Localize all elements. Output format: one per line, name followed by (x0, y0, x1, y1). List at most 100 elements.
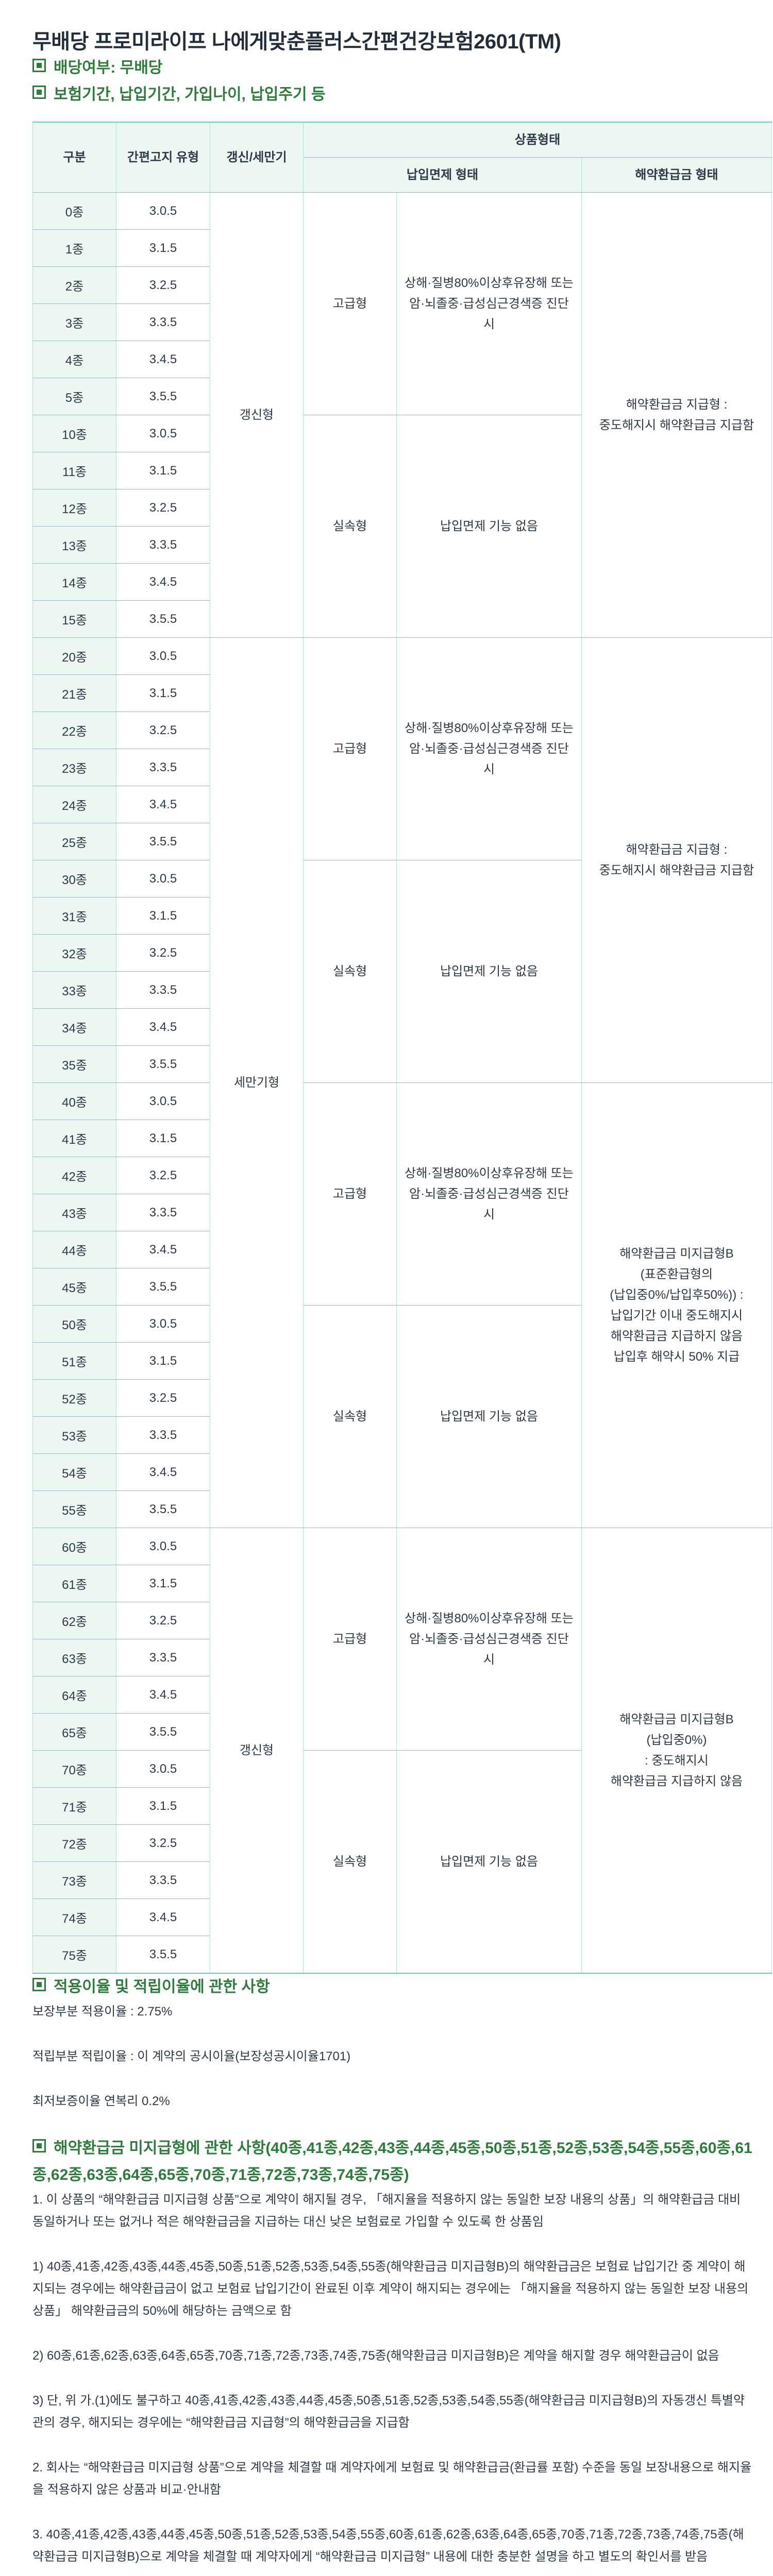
section-no-refund-text: 해약환급금 미지급형에 관한 사항(40종,41종,42종,43종,44종,45… (32, 2140, 752, 2183)
table-row: 74종 3.4.5 (32, 1899, 772, 1936)
notice-type-cell: 3.4.5 (116, 563, 210, 601)
notice-type-cell: 3.1.5 (116, 1565, 210, 1602)
notice-type-cell: 3.3.5 (116, 1194, 210, 1231)
kind-cell: 70종 (32, 1750, 116, 1788)
notice-type-cell: 3.0.5 (116, 1082, 210, 1120)
kind-cell: 71종 (32, 1787, 116, 1825)
kind-cell: 44종 (32, 1231, 116, 1268)
section-rates-text: 적용이율 및 적립이율에 관한 사항 (54, 1978, 270, 1995)
section-bullet-icon (32, 59, 46, 72)
kind-cell: 10종 (32, 415, 116, 452)
kind-cell: 63종 (32, 1639, 116, 1676)
notice-type-cell: 3.5.5 (116, 1936, 210, 1974)
table-row: 55종 3.5.5 (32, 1490, 772, 1528)
grade-cell: 고급형 (303, 1082, 397, 1306)
table-row: 62종 3.2.5 (32, 1602, 772, 1639)
notice-type-cell: 3.3.5 (116, 1639, 210, 1676)
grade-cell: 실속형 (303, 860, 397, 1083)
section-bullet-core (37, 2143, 42, 2148)
notice-type-cell: 3.2.5 (116, 489, 210, 527)
kind-cell: 45종 (32, 1268, 116, 1306)
grade-cell: 실속형 (303, 415, 397, 638)
kind-cell: 42종 (32, 1157, 116, 1194)
table-row: 12종 3.2.5 (32, 489, 772, 527)
notice-type-cell: 3.4.5 (116, 341, 210, 378)
notice-type-cell: 3.3.5 (116, 971, 210, 1009)
kind-cell: 55종 (32, 1490, 116, 1528)
kind-cell: 60종 (32, 1528, 116, 1565)
waiver-cell: 납입면제 기능 없음 (396, 1750, 582, 1974)
notice-type-cell: 3.2.5 (116, 1157, 210, 1194)
table-row: 63종 3.3.5 (32, 1639, 772, 1676)
section-bullet-icon (32, 2139, 46, 2153)
table-header-row-1: 구분 간편고지 유형 갱신/세만기 상품형태 (32, 122, 772, 193)
notice-type-cell: 3.0.5 (116, 637, 210, 675)
notice-type-cell: 3.1.5 (116, 897, 210, 935)
waiver-cell: 납입면제 기능 없음 (396, 415, 582, 638)
grade-cell: 고급형 (303, 1528, 397, 1751)
product-structure-table: 구분 간편고지 유형 갱신/세만기 상품형태 납입면제 형태 해약환급금 형태 … (32, 122, 772, 1974)
kind-cell: 24종 (32, 786, 116, 823)
kind-cell: 5종 (32, 378, 116, 415)
notice-type-cell: 3.3.5 (116, 526, 210, 564)
table-row: 32종 3.2.5 (32, 934, 772, 972)
notice-type-cell: 3.2.5 (116, 1602, 210, 1639)
section-no-refund-title: 해약환급금 미지급형에 관한 사항(40종,41종,42종,43종,44종,45… (32, 2135, 752, 2189)
notice-type-cell: 3.5.5 (116, 378, 210, 415)
table-row: 34종 3.4.5 (32, 1008, 772, 1046)
table-row: 2종 3.2.5 (32, 266, 772, 304)
table-row: 15종 3.5.5 (32, 600, 772, 638)
table-row: 10종 3.0.5 실속형 납입면제 기능 없음 (32, 415, 772, 638)
kind-cell: 20종 (32, 637, 116, 675)
table-row: 30종 3.0.5 실속형 납입면제 기능 없음 (32, 860, 772, 1083)
kind-cell: 11종 (32, 452, 116, 489)
kind-cell: 0종 (32, 192, 116, 230)
rate-item: 적립부분 적립이율 : 이 계약의 공시이율(보장성공시이율1701) (32, 2049, 351, 2063)
table-row: 23종 3.3.5 (32, 749, 772, 786)
table-row: 14종 3.4.5 (32, 563, 772, 601)
header-waiver-form: 납입면제 형태 (303, 157, 582, 193)
kind-cell: 12종 (32, 489, 116, 527)
section-period-text: 보험기간, 납입기간, 가입나이, 납입주기 등 (54, 86, 326, 103)
header-easy-notice-type: 간편고지 유형 (116, 122, 210, 193)
notice-type-cell: 3.5.5 (116, 1268, 210, 1306)
notice-type-cell: 3.2.5 (116, 1824, 210, 1862)
table-header-row-2: 납입면제 형태 해약환급금 형태 (33, 157, 772, 193)
kind-cell: 34종 (32, 1008, 116, 1046)
section-bullet-core (37, 90, 42, 95)
table-row: 50종 3.0.5 실속형 납입면제 기능 없음 (32, 1305, 772, 1528)
document-page: 무배당 프로미라이프 나에게맞춘플러스간편건강보험2601(TM) 배당여부: … (0, 29, 773, 2576)
kind-cell: 31종 (32, 897, 116, 935)
grade-cell: 실속형 (303, 1305, 397, 1528)
kind-cell: 1종 (32, 229, 116, 267)
kind-cell: 33종 (32, 971, 116, 1009)
table-row: 52종 3.2.5 (32, 1379, 772, 1417)
table-row: 53종 3.3.5 (32, 1416, 772, 1454)
rate-item: 최저보증이율 연복리 0.2% (32, 2094, 170, 2108)
table-row: 5종 3.5.5 (32, 378, 772, 415)
header-renewal-maturity: 갱신/세만기 (210, 122, 304, 193)
table-row: 33종 3.3.5 (32, 971, 772, 1009)
table-row: 31종 3.1.5 (32, 897, 772, 935)
kind-cell: 74종 (32, 1899, 116, 1936)
no-refund-paragraph: 2) 60종,61종,62종,63종,64종,65종,70종,71종,72종,7… (32, 2349, 719, 2363)
kind-cell: 15종 (32, 600, 116, 638)
kind-cell: 3종 (32, 303, 116, 341)
notice-type-cell: 3.0.5 (116, 415, 210, 452)
waiver-cell: 상해·질병80%이상후유장해 또는 암·뇌졸중·급성심근경색증 진단시 (396, 1528, 582, 1751)
kind-cell: 40종 (32, 1082, 116, 1120)
notice-type-cell: 3.3.5 (116, 303, 210, 341)
notice-type-cell: 3.1.5 (116, 452, 210, 489)
notice-type-cell: 3.4.5 (116, 1899, 210, 1936)
notice-type-cell: 3.0.5 (116, 1750, 210, 1788)
grade-cell: 고급형 (303, 637, 397, 860)
table-row: 42종 3.2.5 (32, 1157, 772, 1194)
notice-type-cell: 3.4.5 (116, 1453, 210, 1491)
notice-type-cell: 3.2.5 (116, 934, 210, 972)
kind-cell: 25종 (32, 823, 116, 860)
waiver-cell: 상해·질병80%이상후유장해 또는 암·뇌졸중·급성심근경색증 진단시 (396, 1082, 582, 1306)
grade-cell: 실속형 (303, 1750, 397, 1974)
kind-cell: 30종 (32, 860, 116, 897)
table-row: 71종 3.1.5 (32, 1787, 772, 1825)
notice-type-cell: 3.3.5 (116, 749, 210, 786)
